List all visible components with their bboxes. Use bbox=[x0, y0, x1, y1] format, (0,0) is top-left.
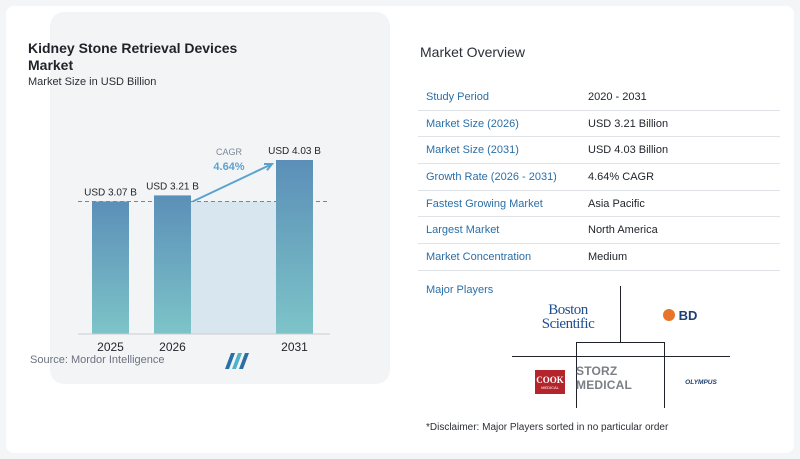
players-grid-line bbox=[664, 342, 665, 408]
overview-label: Fastest Growing Market bbox=[426, 197, 543, 210]
bar-2025 bbox=[92, 201, 129, 334]
players-grid-line bbox=[576, 342, 665, 343]
overview-row: Market Size (2026) USD 3.21 Billion bbox=[418, 111, 780, 138]
cook-medical-subtext: MEDICAL bbox=[541, 384, 559, 390]
overview-value: North America bbox=[588, 224, 658, 237]
cook-medical-logo: COOK MEDICAL bbox=[535, 370, 565, 394]
overview-value: Asia Pacific bbox=[588, 197, 645, 210]
overview-label: Market Concentration bbox=[426, 250, 532, 263]
bd-logo: BD bbox=[650, 304, 710, 326]
overview-label: Growth Rate (2026 - 2031) bbox=[426, 170, 557, 183]
overview-row: Study Period 2020 - 2031 bbox=[418, 84, 780, 111]
mordor-logo-icon bbox=[225, 353, 249, 369]
x-tick-label: 2031 bbox=[281, 340, 308, 354]
chart-title: Kidney Stone Retrieval Devices Market bbox=[28, 40, 238, 73]
overview-value: 2020 - 2031 bbox=[588, 90, 647, 103]
overview-value: Medium bbox=[588, 250, 628, 263]
players-grid-line bbox=[620, 286, 621, 342]
players-grid-line bbox=[576, 342, 577, 408]
cagr-value: 4.64% bbox=[213, 161, 244, 173]
overview-row: Market Concentration Medium bbox=[418, 244, 780, 271]
bar-value-label: USD 3.07 B bbox=[84, 187, 137, 198]
overview-row: Largest Market North America bbox=[418, 217, 780, 245]
x-tick-label: 2025 bbox=[97, 340, 124, 354]
scientific-logo-text: Scientific bbox=[541, 316, 595, 332]
storz-medical-logo: STORZ MEDICAL bbox=[576, 364, 666, 392]
overview-label: Market Size (2026) bbox=[426, 117, 519, 130]
chart-subtitle: Market Size in USD Billion bbox=[28, 76, 157, 88]
overview-label: Market Size (2031) bbox=[426, 144, 519, 157]
overview-title: Market Overview bbox=[420, 44, 526, 60]
olympus-logo-text: OLYMPUS bbox=[685, 378, 717, 386]
cagr-label: CAGR bbox=[216, 147, 243, 157]
bar-value-label: USD 3.21 B bbox=[146, 181, 199, 192]
x-tick-label: 2026 bbox=[159, 340, 186, 354]
bar-value-label: USD 4.03 B bbox=[268, 146, 321, 157]
overview-label: Largest Market bbox=[426, 224, 500, 237]
boston-scientific-logo: Boston Scientific bbox=[520, 300, 616, 334]
olympus-logo: OLYMPUS bbox=[684, 376, 718, 388]
overview-row: Market Size (2031) USD 4.03 Billion bbox=[418, 137, 780, 165]
cagr-arrow-line bbox=[192, 163, 273, 203]
bar-2031 bbox=[276, 160, 313, 334]
overview-table: Study Period 2020 - 2031 Market Size (202… bbox=[418, 84, 780, 271]
overview-label: Study Period bbox=[426, 90, 489, 103]
bd-mark-icon bbox=[662, 309, 675, 321]
growth-shade-area bbox=[191, 201, 276, 334]
cagr-arrow-head-icon bbox=[263, 162, 275, 171]
boston-logo-text: Boston bbox=[548, 302, 588, 318]
overview-row: Fastest Growing Market Asia Pacific bbox=[418, 191, 780, 218]
disclaimer: *Disclaimer: Major Players sorted in no … bbox=[426, 422, 669, 433]
overview-value: USD 3.21 Billion bbox=[588, 117, 669, 130]
overview-value: 4.64% CAGR bbox=[588, 170, 655, 183]
bar-2026 bbox=[154, 195, 191, 334]
cook-logo-text: COOK bbox=[536, 374, 564, 385]
overview-value: USD 4.03 Billion bbox=[588, 144, 669, 157]
major-players-title: Major Players bbox=[426, 284, 494, 296]
players-grid-line bbox=[512, 356, 730, 357]
overview-row: Growth Rate (2026 - 2031) 4.64% CAGR bbox=[418, 164, 780, 191]
bd-logo-text: BD bbox=[678, 307, 698, 323]
source-caption: Source: Mordor Intelligence bbox=[30, 354, 165, 366]
storz-logo-text: STORZ MEDICAL bbox=[576, 364, 633, 392]
